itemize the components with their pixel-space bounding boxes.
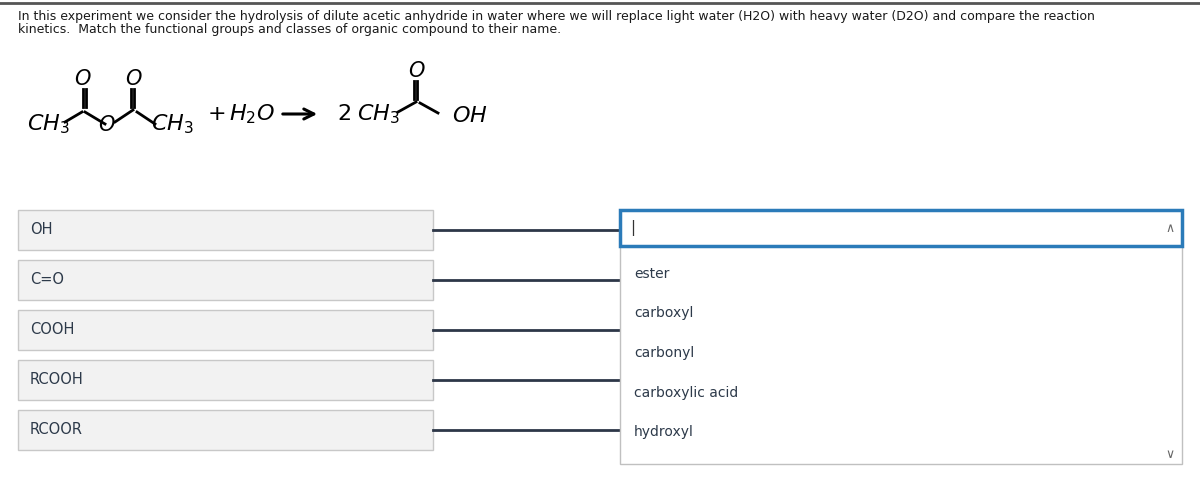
Text: RCOOH: RCOOH [30, 373, 84, 388]
Text: RCOOR: RCOOR [30, 423, 83, 438]
Text: ester: ester [634, 267, 670, 281]
Text: COOH: COOH [30, 322, 74, 337]
Text: $\mathit{O}$: $\mathit{O}$ [125, 69, 143, 89]
Text: $+\,H_2O$: $+\,H_2O$ [208, 102, 275, 126]
FancyBboxPatch shape [18, 410, 433, 450]
Text: ∨: ∨ [1165, 448, 1175, 461]
Text: $\mathit{OH}$: $\mathit{OH}$ [452, 106, 487, 126]
Text: $\mathit{CH_3}$: $\mathit{CH_3}$ [151, 112, 193, 136]
Text: OH: OH [30, 223, 53, 238]
Text: $2\;\mathit{CH_3}$: $2\;\mathit{CH_3}$ [337, 102, 400, 126]
Text: C=O: C=O [30, 272, 64, 287]
Text: kinetics.  Match the functional groups and classes of organic compound to their : kinetics. Match the functional groups an… [18, 23, 562, 36]
Text: $\mathit{CH_3}$: $\mathit{CH_3}$ [26, 112, 70, 136]
FancyBboxPatch shape [18, 360, 433, 400]
Text: In this experiment we consider the hydrolysis of dilute acetic anhydride in wate: In this experiment we consider the hydro… [18, 10, 1094, 23]
FancyBboxPatch shape [18, 210, 433, 250]
Text: hydroxyl: hydroxyl [634, 425, 694, 439]
Text: carbonyl: carbonyl [634, 346, 695, 360]
Text: $\mathit{O}$: $\mathit{O}$ [98, 115, 115, 135]
FancyBboxPatch shape [620, 210, 1182, 246]
Text: carboxylic acid: carboxylic acid [634, 386, 738, 400]
FancyBboxPatch shape [620, 246, 1182, 464]
Text: $\mathit{O}$: $\mathit{O}$ [74, 69, 91, 89]
Text: $\mathit{O}$: $\mathit{O}$ [408, 61, 426, 81]
FancyBboxPatch shape [18, 310, 433, 350]
FancyBboxPatch shape [18, 260, 433, 300]
Text: carboxyl: carboxyl [634, 307, 694, 321]
Text: ∧: ∧ [1165, 222, 1175, 235]
Text: |: | [630, 220, 635, 236]
